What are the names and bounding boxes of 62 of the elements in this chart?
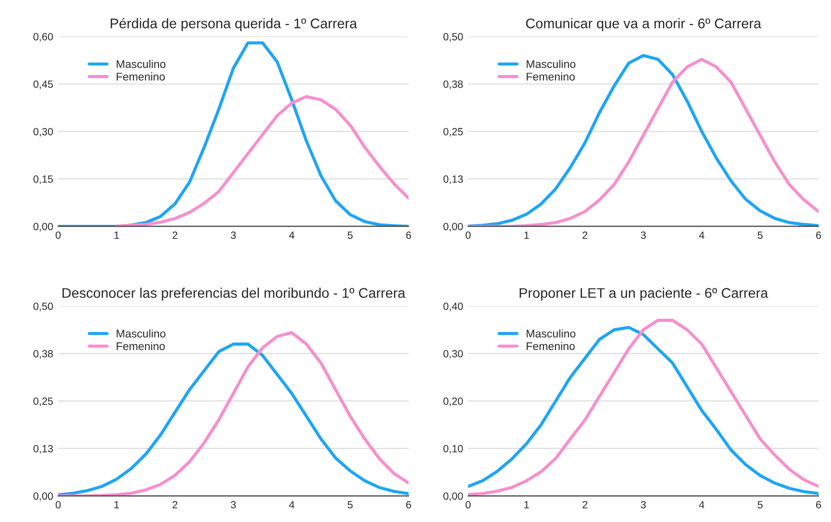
x-tick-label: 4 xyxy=(699,501,704,508)
x-tick-label: 3 xyxy=(230,501,236,508)
x-tick-label: 3 xyxy=(230,231,236,239)
x-tick-label: 6 xyxy=(406,231,412,239)
x-tick-label: 2 xyxy=(582,501,588,508)
x-tick-label: 5 xyxy=(758,501,763,508)
y-tick-label: 0,00 xyxy=(33,222,53,232)
legend-label: Masculino xyxy=(116,60,166,68)
y-tick-label: 0,38 xyxy=(33,350,53,359)
line-series xyxy=(58,41,409,226)
y-tick-label: 0,13 xyxy=(443,175,463,184)
legend-label: Femenino xyxy=(116,342,165,350)
y-tick-label: 0,00 xyxy=(443,222,463,232)
chart-title: Comunicar que va a morir - 6º Carrera xyxy=(526,18,762,32)
legend-label: Masculino xyxy=(526,329,576,338)
x-tick-label: 2 xyxy=(172,231,178,239)
x-tick-label: 1 xyxy=(114,232,119,239)
y-tick-label: 0,13 xyxy=(33,444,53,454)
y-tick-label: 0,50 xyxy=(33,302,53,312)
y-tick-label: 0,30 xyxy=(33,128,53,137)
line-series xyxy=(115,95,409,226)
y-tick-label: 0,25 xyxy=(33,397,53,406)
y-tick-label: 0,20 xyxy=(443,397,463,406)
x-tick-label: 6 xyxy=(816,501,821,508)
y-tick-label: 0,40 xyxy=(443,302,463,312)
x-tick-label: 3 xyxy=(640,501,646,508)
y-tick-label: 0,15 xyxy=(33,175,53,184)
chart-title: Desconocer las preferencias del moribundo - 1º Carrera xyxy=(62,288,406,301)
y-tick-label: 0,25 xyxy=(443,128,463,137)
y-tick-label: 0,38 xyxy=(443,80,463,90)
x-tick-label: 1 xyxy=(524,501,529,508)
y-tick-label: 0,00 xyxy=(33,492,53,502)
legend-label: Femenino xyxy=(116,72,165,81)
x-tick-label: 0 xyxy=(56,501,61,508)
x-tick-label: 2 xyxy=(582,231,588,239)
y-tick-label: 0,45 xyxy=(33,80,53,90)
x-tick-label: 1 xyxy=(114,501,119,508)
x-tick-label: 1 xyxy=(524,232,529,239)
y-tick-label: 0,00 xyxy=(443,492,463,502)
y-tick-label: 0,60 xyxy=(33,33,53,42)
chart-title: Proponer LET a un paciente - 6º Carrera xyxy=(520,288,768,301)
x-tick-label: 6 xyxy=(406,501,412,508)
x-tick-label: 4 xyxy=(699,232,704,239)
y-tick-label: 0,30 xyxy=(443,350,463,359)
x-tick-label: 0 xyxy=(56,231,61,239)
legend-label: Masculino xyxy=(116,329,166,338)
x-tick-label: 0 xyxy=(466,231,471,239)
x-tick-label: 0 xyxy=(466,501,471,508)
legend-label: Masculino xyxy=(526,60,576,68)
x-tick-label: 5 xyxy=(758,232,763,239)
x-tick-label: 5 xyxy=(348,501,353,508)
x-tick-label: 5 xyxy=(348,232,353,239)
legend-label: Femenino xyxy=(526,72,575,81)
chart-title: Pérdida de persona querida - 1º Carrera xyxy=(110,18,358,32)
y-tick-label: 0,10 xyxy=(443,444,463,454)
y-tick-label: 0,50 xyxy=(443,33,463,42)
x-tick-label: 3 xyxy=(640,231,646,239)
x-tick-label: 4 xyxy=(289,501,294,508)
legend-label: Femenino xyxy=(526,342,575,350)
x-tick-label: 6 xyxy=(816,231,821,239)
x-tick-label: 2 xyxy=(172,501,178,508)
x-tick-label: 4 xyxy=(289,232,294,239)
